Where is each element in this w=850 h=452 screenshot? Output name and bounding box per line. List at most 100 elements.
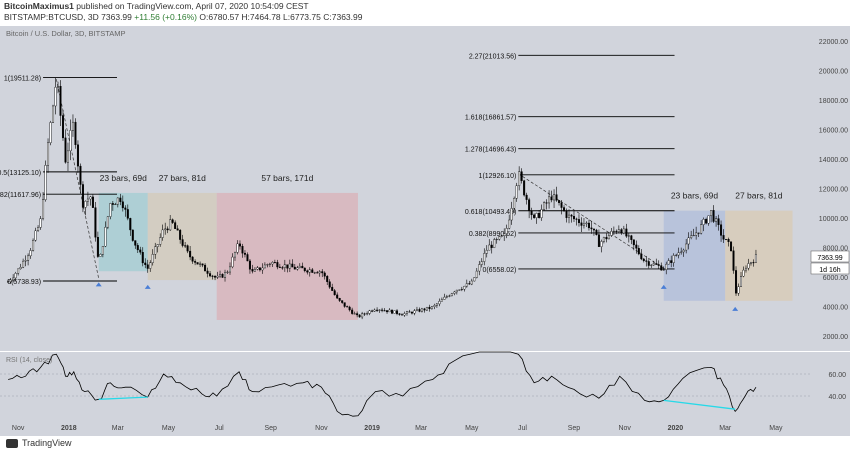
candle-body-109	[278, 266, 281, 268]
candle-body-203	[513, 198, 516, 209]
candle-body-84	[216, 275, 219, 278]
candle-body-242	[610, 231, 613, 236]
candle-body-21	[59, 86, 62, 116]
price-tick-10: 22000.00	[819, 39, 848, 46]
candle-body-172	[435, 303, 438, 306]
price-pane-bg	[0, 26, 810, 351]
last-price-label: 7363.99	[817, 255, 842, 262]
candle-body-233	[587, 222, 590, 229]
candle-body-77	[199, 263, 202, 265]
candle-body-141	[358, 314, 361, 318]
candle-body-176	[445, 296, 448, 298]
candle-body-272	[685, 243, 688, 251]
candle-body-67	[174, 222, 177, 229]
author-name[interactable]: BitcoinMaximus1	[4, 1, 74, 11]
candle-body-101	[258, 267, 261, 271]
candle-body-167	[423, 308, 426, 311]
candle-body-259	[652, 263, 655, 266]
candle-body-144	[366, 313, 369, 315]
candle-body-11	[34, 230, 37, 241]
candle-body-194	[490, 244, 493, 248]
candle-body-125	[318, 271, 321, 274]
candle-body-106	[271, 262, 274, 265]
range-label-3: 23 bars, 69d	[671, 191, 719, 201]
candle-body-82	[211, 275, 214, 277]
chart-footer: TradingView	[0, 436, 850, 452]
time-tick-14: Mar	[719, 425, 732, 432]
candle-body-71	[184, 245, 187, 247]
candle-body-24	[66, 150, 69, 163]
candle-body-171	[433, 305, 436, 307]
candle-body-54	[141, 252, 144, 264]
candle-body-35	[94, 207, 97, 238]
candle-body-299	[752, 262, 755, 264]
candle-body-192	[485, 249, 488, 254]
candle-body-50	[131, 229, 134, 241]
candle-body-204	[515, 185, 518, 199]
candle-body-142	[361, 313, 364, 318]
countdown-box	[810, 262, 850, 275]
candle-body-290	[730, 241, 733, 252]
candle-body-193	[488, 244, 491, 251]
rsi-label: RSI (14, close)	[6, 357, 52, 364]
candle-body-201	[508, 219, 511, 229]
price-chart[interactable]: Bitcoin / U.S. Dollar, 3D, BITSTAMP 23 ba…	[0, 26, 850, 436]
countdown-label: 1d 16h	[819, 267, 841, 274]
price-scale-bg	[810, 26, 850, 418]
time-tick-2: Mar	[112, 425, 125, 432]
fib-2019-label-0: 2.27(21013.56)	[469, 53, 516, 60]
tradingview-logo[interactable]: TradingView	[6, 438, 72, 448]
candle-body-206	[520, 171, 523, 181]
candle-body-188	[475, 270, 478, 278]
low-arrow-3	[732, 306, 739, 311]
candle-body-130	[331, 286, 334, 291]
candle-body-94	[241, 245, 244, 254]
price-tick-3: 8000.00	[823, 246, 848, 253]
candle-body-279	[702, 219, 705, 225]
candle-body-250	[630, 235, 633, 240]
candles	[7, 77, 757, 320]
candle-body-217	[548, 196, 551, 204]
candle-body-295	[742, 269, 745, 277]
candle-body-248	[625, 228, 628, 237]
candle-body-40	[106, 216, 109, 228]
candle-body-244	[615, 230, 618, 232]
candle-body-189	[478, 264, 481, 272]
candle-body-211	[533, 214, 536, 218]
candle-body-85	[219, 274, 222, 277]
candle-body-121	[308, 269, 311, 273]
fib-2018-label-2: 0.382(11617.96)	[0, 192, 41, 199]
candle-body-160	[405, 311, 408, 314]
candle-body-239	[602, 237, 605, 242]
candle-body-291	[732, 250, 735, 271]
fib-2019-label-5: 0.382(8990.62)	[469, 231, 516, 238]
candle-body-199	[503, 233, 506, 236]
candle-body-230	[580, 222, 583, 226]
candle-body-183	[463, 285, 466, 290]
candle-body-62	[161, 229, 164, 238]
candle-body-7	[24, 260, 27, 262]
candle-body-214	[540, 209, 543, 218]
candle-body-284	[715, 218, 718, 222]
candle-body-216	[545, 202, 548, 204]
candle-body-25	[69, 130, 72, 152]
candle-body-23	[64, 137, 67, 163]
candle-body-80	[206, 270, 209, 274]
candle-body-298	[749, 262, 752, 264]
candle-body-129	[328, 281, 331, 288]
candle-body-154	[391, 309, 394, 314]
candle-body-246	[620, 229, 623, 234]
price-tick-7: 16000.00	[819, 127, 848, 134]
candle-body-108	[276, 262, 279, 268]
candle-body-153	[388, 309, 391, 313]
candle-body-277	[697, 232, 700, 234]
candle-body-138	[351, 309, 354, 314]
candle-body-140	[356, 313, 359, 316]
candle-body-41	[109, 203, 112, 217]
candle-body-91	[233, 252, 236, 258]
candle-body-137	[348, 306, 351, 311]
candle-body-240	[605, 237, 608, 240]
price-tick-8: 18000.00	[819, 98, 848, 105]
candle-body-58	[151, 254, 154, 263]
candle-body-222	[560, 202, 563, 208]
